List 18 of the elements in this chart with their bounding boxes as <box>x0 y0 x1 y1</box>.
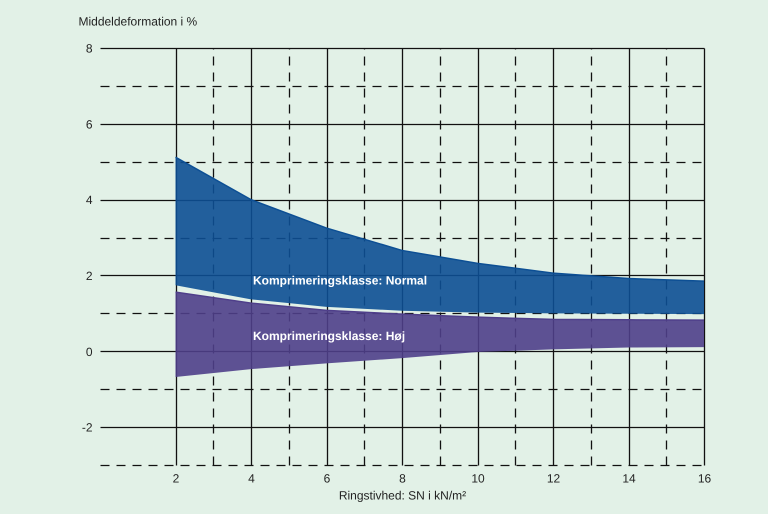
y-tick-label: 4 <box>86 193 93 208</box>
series-label: Komprimeringsklasse: Normal <box>253 274 428 288</box>
y-tick-label: 2 <box>86 268 93 283</box>
y-axis-title: Middeldeformation i % <box>78 14 198 28</box>
x-tick-label: 16 <box>698 472 712 486</box>
y-tick-label: 6 <box>86 117 93 132</box>
x-tick-label: 8 <box>399 472 406 486</box>
x-tick-label: 10 <box>471 472 485 486</box>
x-tick-label: 14 <box>622 472 636 486</box>
x-axis-title: Ringstivhed: SN i kN/m² <box>338 488 466 502</box>
x-tick-label: 4 <box>248 472 256 486</box>
y-tick-label: 0 <box>86 344 93 359</box>
x-tick-label: 12 <box>546 472 560 486</box>
series-label: Komprimeringsklasse: Høj <box>253 329 406 344</box>
x-tick-label: 6 <box>324 472 331 486</box>
x-tick-label: 2 <box>172 472 180 486</box>
y-tick-label: -2 <box>82 420 93 435</box>
y-tick-label: 8 <box>86 42 93 56</box>
